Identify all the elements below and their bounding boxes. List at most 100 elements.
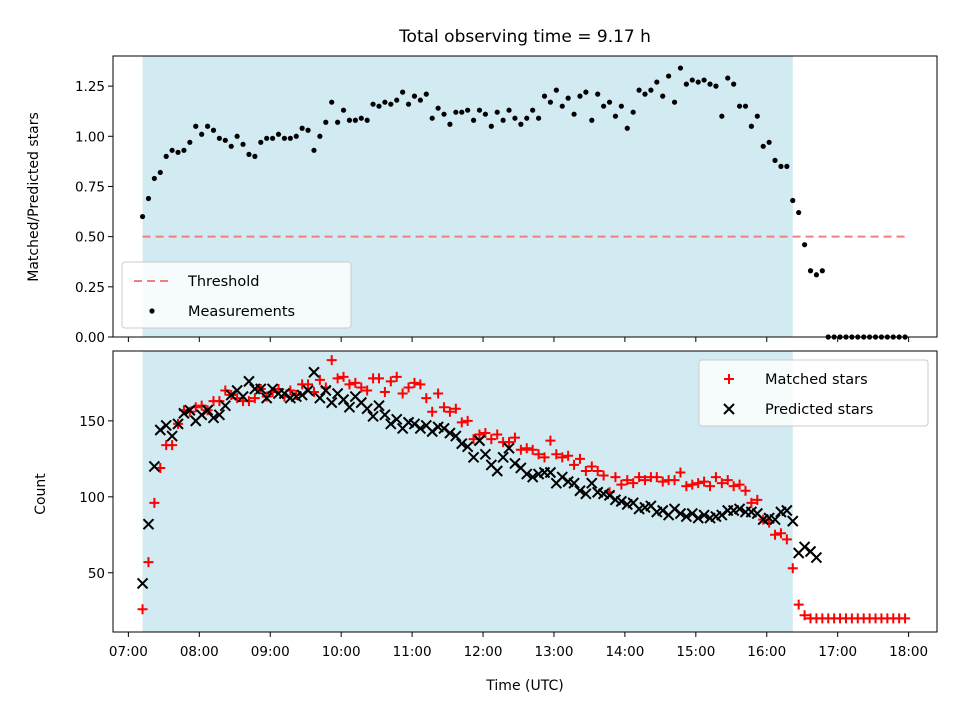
data-point (810, 551, 823, 564)
data-point (713, 83, 719, 89)
data-point (423, 91, 429, 97)
data-point (258, 139, 264, 145)
data-point (433, 388, 444, 399)
data-point (530, 107, 536, 113)
data-point (698, 509, 710, 521)
data-point (630, 109, 636, 115)
data-point (580, 465, 591, 476)
data-point (636, 87, 642, 93)
data-point (586, 461, 597, 472)
data-point (900, 613, 911, 624)
data-point (143, 557, 154, 568)
data-point (337, 393, 350, 406)
data-point (612, 113, 619, 119)
data-point (317, 133, 323, 139)
data-point (736, 103, 743, 109)
data-point (731, 81, 737, 87)
data-point (145, 195, 152, 202)
data-point (574, 453, 585, 464)
data-point (167, 440, 178, 451)
data-point (680, 510, 693, 523)
data-point (421, 393, 432, 404)
data-point (775, 528, 786, 539)
data-point (813, 272, 820, 278)
data-point (586, 477, 598, 489)
data-point (207, 412, 220, 424)
data-point (657, 476, 668, 487)
data-point (742, 103, 749, 109)
panel-count: 50 100 150 07:00 08:00 09:00 10:00 11:00 12:00 13… (79, 350, 938, 660)
data-point (606, 99, 613, 105)
data-point (427, 406, 438, 417)
data-point (397, 388, 408, 399)
data-point (748, 123, 754, 129)
x-tick-label: 16:00 (747, 644, 786, 660)
data-point (151, 175, 157, 182)
data-point (671, 99, 678, 105)
data-point (790, 197, 796, 204)
data-point (527, 444, 538, 455)
x-tick-label: 08:00 (180, 644, 219, 660)
data-point (220, 385, 231, 396)
legend-swatch (724, 374, 734, 384)
data-point (526, 471, 539, 483)
data-point (453, 109, 459, 115)
data-point (799, 610, 810, 621)
data-point (716, 478, 727, 489)
data-point (350, 377, 361, 388)
data-point (580, 488, 592, 500)
data-point (491, 465, 503, 477)
data-point (137, 604, 148, 615)
data-point (323, 119, 329, 125)
data-point (326, 396, 338, 409)
data-point (136, 577, 149, 590)
data-point (772, 157, 778, 163)
data-point (571, 111, 577, 117)
legend: Threshold Measurements (121, 261, 352, 329)
data-point (699, 476, 710, 487)
series-measurements (139, 65, 908, 340)
data-point (705, 481, 716, 492)
data-point (592, 465, 603, 476)
data-point (595, 91, 601, 97)
data-point (184, 404, 196, 416)
data-point (807, 268, 814, 274)
data-point (492, 429, 503, 440)
y-tick-label: 1.25 (75, 79, 105, 95)
data-point (524, 115, 530, 121)
data-point (326, 355, 337, 366)
data-point (707, 81, 713, 87)
data-point (467, 451, 480, 464)
data-point (139, 213, 146, 220)
data-point (553, 87, 559, 93)
data-point (391, 371, 402, 382)
data-point (675, 467, 686, 478)
data-point (535, 115, 542, 121)
legend-box (121, 261, 352, 329)
data-point (166, 430, 178, 442)
data-point (766, 139, 772, 145)
data-point (361, 403, 373, 415)
data-point (344, 379, 355, 390)
data-point (149, 497, 160, 508)
data-point (488, 123, 494, 129)
y-axis-title-top: Matched/Predicted stars (26, 112, 42, 282)
data-point (314, 374, 325, 385)
plot-layer: 0.00 0.25 0.50 0.75 1.00 1.25 Threshold Measure… (75, 55, 938, 660)
data-point (142, 518, 155, 530)
data-point (589, 117, 595, 123)
data-point (441, 111, 447, 117)
data-point (329, 99, 335, 105)
y-tick-label: 150 (79, 414, 105, 430)
data-point (388, 101, 394, 107)
data-point (616, 479, 627, 490)
data-point (204, 123, 211, 129)
x-tick-label: 11:00 (393, 644, 432, 660)
data-point (533, 449, 544, 460)
data-point (320, 384, 332, 397)
data-point (450, 430, 462, 442)
data-point (219, 399, 232, 412)
data-point (476, 107, 483, 113)
data-point (210, 127, 217, 133)
data-point (160, 419, 172, 432)
